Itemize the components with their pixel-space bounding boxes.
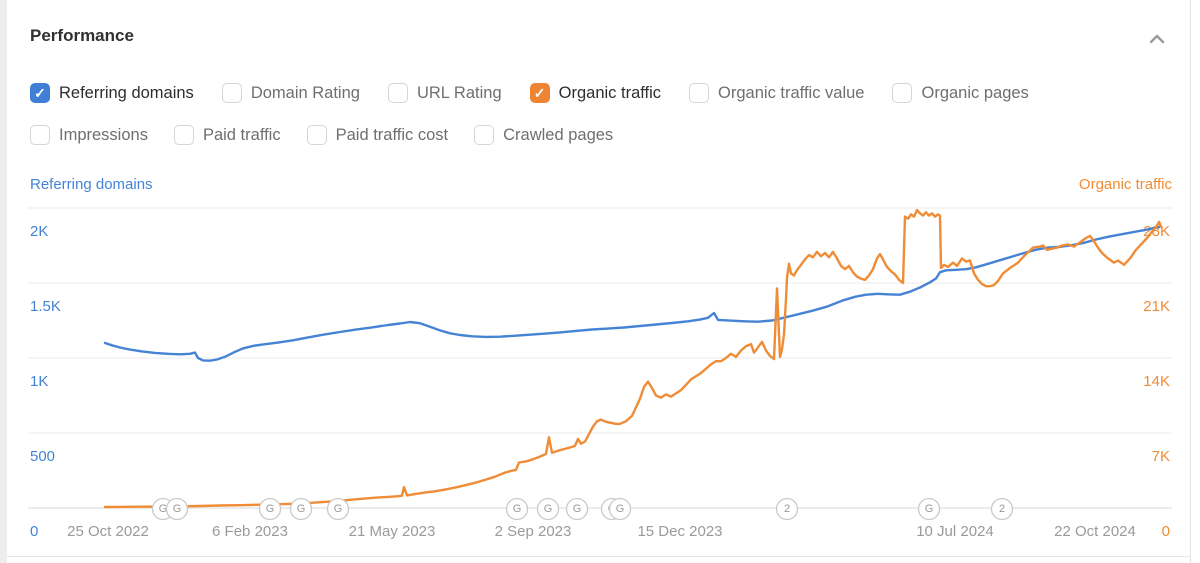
marker-circle[interactable] (917, 497, 941, 521)
metric-label: Organic pages (921, 83, 1029, 102)
checked-checkbox-icon[interactable]: ✓ (30, 83, 50, 103)
google-update-marker-g[interactable]: G (289, 497, 313, 521)
left-axis-title: Referring domains (30, 176, 153, 193)
google-update-marker-g[interactable]: G (258, 497, 282, 521)
marker-label: G (266, 503, 275, 515)
marker-circle[interactable] (565, 497, 589, 521)
metric-label: Paid traffic (202, 125, 281, 144)
marker-label: G (173, 503, 182, 515)
right-axis-tick: 21K (1143, 298, 1170, 315)
left-axis-tick: 1K (30, 373, 48, 390)
metric-checkbox-organic-pages[interactable]: Organic pages (892, 83, 1029, 103)
unchecked-checkbox-icon[interactable] (387, 83, 408, 103)
unchecked-checkbox-icon[interactable] (221, 83, 242, 103)
unchecked-checkbox-icon[interactable] (689, 83, 710, 103)
metric-label: Impressions (59, 125, 148, 144)
marker-circle[interactable] (536, 497, 560, 521)
google-update-marker-g[interactable]: G (917, 497, 941, 521)
panel-bottom-border (7, 556, 1190, 557)
right-axis-tick: 7K (1152, 448, 1170, 465)
google-update-marker-g[interactable]: G (505, 497, 529, 521)
marker-circle[interactable] (775, 497, 799, 521)
marker-label: G (544, 503, 553, 515)
metric-checkbox-domain-rating[interactable]: Domain Rating (221, 83, 360, 103)
metric-label: Organic traffic value (718, 83, 865, 102)
marker-circle[interactable] (326, 497, 350, 521)
metrics-row-2: Impressions Paid traffic Paid traffic cost… (30, 125, 613, 145)
marker-label: G (297, 503, 306, 515)
metric-checkbox-url-rating[interactable]: URL Rating (387, 83, 502, 103)
metric-label: Domain Rating (250, 83, 360, 102)
marker-circle[interactable] (608, 497, 632, 521)
date-label: 15 Dec 2023 (637, 523, 722, 540)
google-update-marker-g[interactable]: G (165, 497, 189, 521)
left-axis-tick: 1.5K (30, 298, 61, 315)
marker-circle[interactable] (505, 497, 529, 521)
collapse-panel-button[interactable] (1144, 28, 1170, 50)
marker-circle[interactable] (990, 497, 1014, 521)
marker-label: G (573, 503, 582, 515)
date-label: 10 Jul 2024 (916, 523, 994, 540)
unchecked-checkbox-icon[interactable] (892, 83, 913, 103)
google-update-marker-g[interactable]: G (326, 497, 350, 521)
page-edge-right (1190, 0, 1191, 563)
metric-checkbox-impressions[interactable]: Impressions (30, 125, 148, 145)
right-axis-title: Organic traffic (1078, 176, 1172, 193)
metric-label: Organic traffic (558, 83, 662, 102)
date-label: 22 Oct 2024 (1054, 523, 1136, 540)
metric-label: URL Rating (416, 83, 502, 102)
metric-checkbox-organic-traffic[interactable]: ✓ Organic traffic (529, 83, 662, 103)
left-axis-tick: 500 (30, 448, 55, 465)
marker-label: G (513, 503, 522, 515)
metric-checkbox-paid-traffic-cost[interactable]: Paid traffic cost (306, 125, 449, 145)
left-axis-tick: 2K (30, 223, 48, 240)
series-line-referring-domains (103, 225, 1162, 362)
google-update-marker-g[interactable]: G (565, 497, 589, 521)
metric-label: Referring domains (59, 83, 194, 102)
google-update-marker-g[interactable]: G (536, 497, 560, 521)
left-axis-tick: 0 (30, 523, 38, 540)
right-axis-tick: 14K (1143, 373, 1170, 390)
metric-checkbox-referring-domains[interactable]: ✓ Referring domains (30, 83, 194, 103)
unchecked-checkbox-icon[interactable] (30, 125, 50, 145)
unchecked-checkbox-icon[interactable] (474, 125, 495, 145)
marker-label: G (925, 503, 934, 515)
google-update-marker-2[interactable]: 2 (775, 497, 799, 521)
date-label: 25 Oct 2022 (67, 523, 149, 540)
metric-label: Paid traffic cost (335, 125, 449, 144)
marker-label: G (334, 503, 343, 515)
date-label: 21 May 2023 (349, 523, 436, 540)
unchecked-checkbox-icon[interactable] (173, 125, 194, 145)
checked-checkbox-icon[interactable]: ✓ (529, 83, 550, 103)
marker-label: 2 (999, 503, 1005, 515)
chevron-up-icon (1148, 32, 1166, 46)
marker-circle[interactable] (258, 497, 282, 521)
page-edge-left (0, 0, 7, 563)
right-axis-tick: 0 (1162, 523, 1170, 540)
google-update-marker-g[interactable]: G (608, 497, 632, 521)
series-line-organic-traffic (103, 208, 1163, 509)
marker-label: G (159, 503, 168, 515)
google-update-marker-2[interactable]: 2 (990, 497, 1014, 521)
marker-label: 2 (784, 503, 790, 515)
metric-checkbox-paid-traffic[interactable]: Paid traffic (173, 125, 281, 145)
panel-title: Performance (30, 26, 134, 45)
unchecked-checkbox-icon[interactable] (306, 125, 327, 145)
marker-circle[interactable] (289, 497, 313, 521)
metrics-row-1: ✓ Referring domains Domain Rating URL Ratin… (30, 83, 1029, 103)
metric-label: Crawled pages (503, 125, 614, 144)
date-label: 2 Sep 2023 (495, 523, 572, 540)
marker-circle[interactable] (165, 497, 189, 521)
metric-checkbox-organic-traffic-value[interactable]: Organic traffic value (689, 83, 864, 103)
date-label: 6 Feb 2023 (212, 523, 288, 540)
marker-label: G (616, 503, 625, 515)
metric-checkbox-crawled-pages[interactable]: Crawled pages (474, 125, 613, 145)
